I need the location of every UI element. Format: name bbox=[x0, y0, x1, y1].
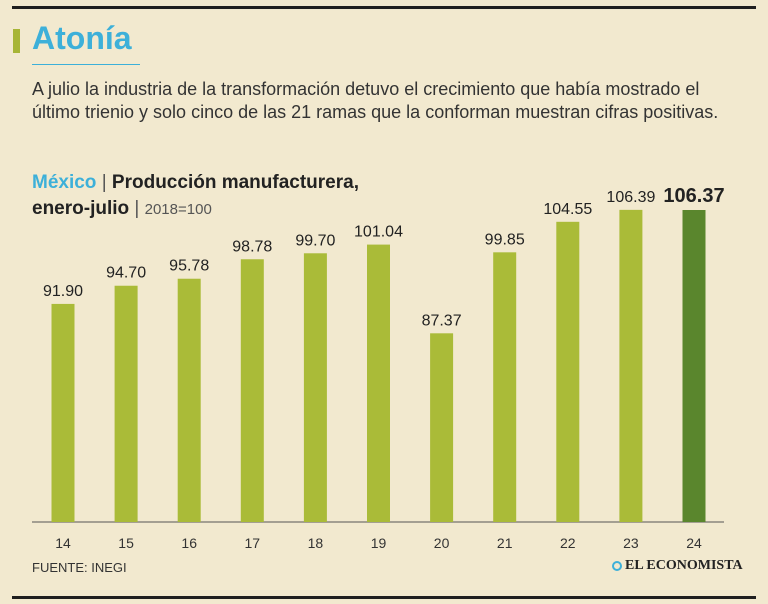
chart-country: México bbox=[32, 172, 97, 193]
chart-separator: | bbox=[101, 172, 107, 193]
x-tick-label-22: 22 bbox=[560, 535, 576, 551]
bar-20 bbox=[430, 333, 454, 522]
bottom-rule bbox=[12, 596, 756, 599]
brand-logo: EL ECONOMISTA bbox=[612, 558, 743, 574]
value-label-18: 99.70 bbox=[295, 232, 335, 249]
title-underline bbox=[32, 64, 140, 65]
chart-separator-2: | bbox=[134, 198, 140, 219]
chart-heading: México | Producción manufacturera, enero… bbox=[32, 170, 452, 223]
x-tick-label-18: 18 bbox=[308, 535, 324, 551]
page-title: Atonía bbox=[32, 20, 132, 56]
x-tick-label-21: 21 bbox=[497, 535, 513, 551]
bar-17 bbox=[240, 259, 264, 522]
brand-logo-icon bbox=[612, 561, 622, 571]
value-label-20: 87.37 bbox=[422, 312, 462, 329]
bar-16 bbox=[177, 278, 201, 522]
value-label-17: 98.78 bbox=[232, 238, 272, 255]
value-label-14: 91.90 bbox=[43, 283, 83, 300]
x-tick-label-20: 20 bbox=[434, 535, 450, 551]
source-note: FUENTE: INEGI bbox=[32, 560, 127, 575]
chart-period: enero-julio bbox=[32, 198, 130, 219]
bar-18 bbox=[303, 253, 327, 522]
title-accent-bar bbox=[13, 29, 20, 53]
value-label-23: 106.39 bbox=[606, 189, 655, 206]
x-tick-label-14: 14 bbox=[55, 535, 71, 551]
value-label-15: 94.70 bbox=[106, 265, 146, 282]
x-tick-label-17: 17 bbox=[245, 535, 261, 551]
page-subtitle: A julio la industria de la transformació… bbox=[32, 79, 719, 122]
bar-24 bbox=[682, 210, 706, 522]
bar-22 bbox=[556, 221, 580, 522]
x-tick-label-23: 23 bbox=[623, 535, 639, 551]
value-label-16: 95.78 bbox=[169, 258, 209, 275]
bar-23 bbox=[619, 209, 643, 523]
x-tick-label-16: 16 bbox=[181, 535, 197, 551]
value-label-24: 106.37 bbox=[663, 185, 724, 207]
top-rule bbox=[12, 6, 756, 9]
chart-base: 2018=100 bbox=[144, 201, 212, 218]
bar-19 bbox=[367, 244, 390, 522]
brand-name: EL ECONOMISTA bbox=[625, 558, 743, 573]
x-tick-label-19: 19 bbox=[371, 535, 387, 551]
x-tick-label-15: 15 bbox=[118, 535, 134, 551]
bar-15 bbox=[114, 285, 138, 522]
x-tick-label-24: 24 bbox=[686, 535, 702, 551]
value-label-22: 104.55 bbox=[543, 201, 592, 218]
bar-21 bbox=[493, 252, 517, 522]
bar-14 bbox=[51, 303, 75, 522]
chart-name: Producción manufacturera, bbox=[111, 172, 359, 193]
value-label-21: 99.85 bbox=[485, 231, 525, 248]
value-label-19: 101.04 bbox=[354, 224, 403, 241]
